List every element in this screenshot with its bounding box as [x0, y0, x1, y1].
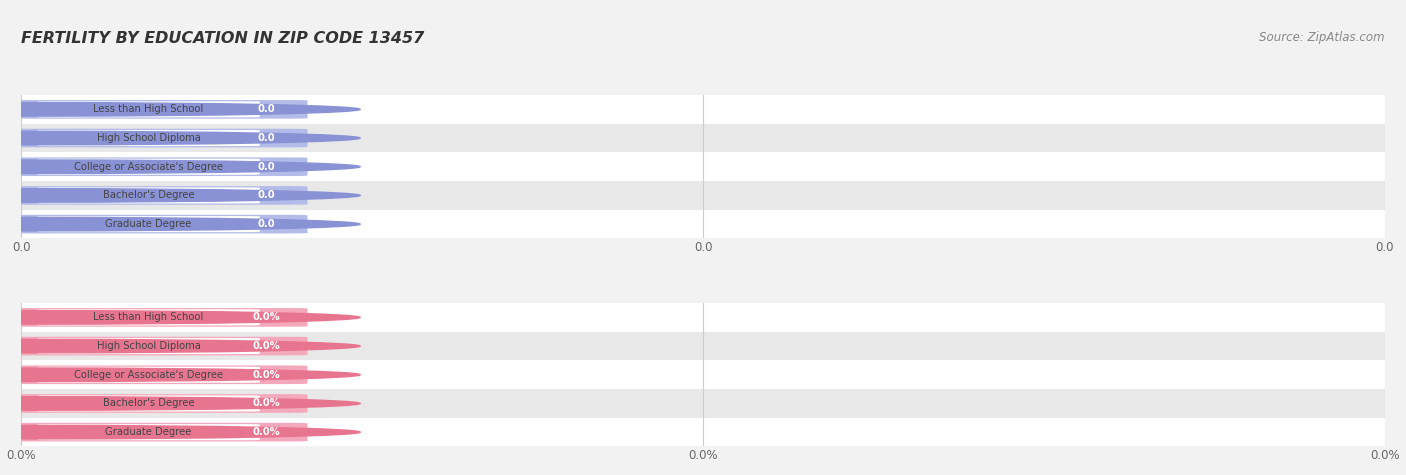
- Circle shape: [0, 189, 360, 202]
- Text: Bachelor's Degree: Bachelor's Degree: [103, 190, 194, 200]
- Bar: [21, 332, 1385, 361]
- Circle shape: [0, 397, 360, 410]
- FancyBboxPatch shape: [38, 159, 260, 175]
- Bar: [21, 361, 1385, 389]
- Text: High School Diploma: High School Diploma: [97, 133, 201, 143]
- Text: 0.0%: 0.0%: [253, 427, 280, 437]
- Bar: [21, 181, 1385, 210]
- Text: 0.0%: 0.0%: [253, 370, 280, 380]
- Text: Less than High School: Less than High School: [93, 104, 204, 114]
- Text: 0.0: 0.0: [257, 133, 276, 143]
- FancyBboxPatch shape: [38, 216, 260, 232]
- Text: Source: ZipAtlas.com: Source: ZipAtlas.com: [1260, 31, 1385, 44]
- FancyBboxPatch shape: [4, 157, 308, 176]
- Text: Graduate Degree: Graduate Degree: [105, 427, 191, 437]
- Bar: [21, 210, 1385, 238]
- FancyBboxPatch shape: [4, 308, 308, 327]
- Circle shape: [0, 368, 360, 381]
- Text: High School Diploma: High School Diploma: [97, 341, 201, 351]
- FancyBboxPatch shape: [38, 367, 260, 383]
- Text: 0.0%: 0.0%: [253, 313, 280, 323]
- Circle shape: [0, 339, 360, 353]
- Text: 0.0: 0.0: [257, 190, 276, 200]
- FancyBboxPatch shape: [38, 424, 260, 440]
- Text: Graduate Degree: Graduate Degree: [105, 219, 191, 229]
- FancyBboxPatch shape: [4, 365, 308, 384]
- Text: Bachelor's Degree: Bachelor's Degree: [103, 399, 194, 408]
- Circle shape: [0, 131, 360, 145]
- FancyBboxPatch shape: [4, 394, 308, 413]
- FancyBboxPatch shape: [38, 395, 260, 411]
- Text: College or Associate's Degree: College or Associate's Degree: [75, 370, 224, 380]
- FancyBboxPatch shape: [38, 130, 260, 146]
- FancyBboxPatch shape: [4, 337, 308, 355]
- FancyBboxPatch shape: [4, 100, 308, 119]
- Bar: [21, 95, 1385, 124]
- Circle shape: [0, 426, 360, 439]
- FancyBboxPatch shape: [4, 186, 308, 205]
- Text: 0.0%: 0.0%: [253, 341, 280, 351]
- Text: 0.0: 0.0: [257, 104, 276, 114]
- Bar: [21, 418, 1385, 446]
- Circle shape: [0, 160, 360, 173]
- FancyBboxPatch shape: [38, 101, 260, 117]
- Text: College or Associate's Degree: College or Associate's Degree: [75, 162, 224, 172]
- Circle shape: [0, 218, 360, 231]
- Bar: [21, 389, 1385, 418]
- Bar: [21, 152, 1385, 181]
- Text: 0.0: 0.0: [257, 162, 276, 172]
- FancyBboxPatch shape: [4, 129, 308, 147]
- Circle shape: [0, 311, 360, 324]
- Bar: [21, 303, 1385, 332]
- FancyBboxPatch shape: [38, 188, 260, 203]
- Bar: [21, 124, 1385, 152]
- FancyBboxPatch shape: [38, 338, 260, 354]
- Circle shape: [0, 103, 360, 116]
- Text: 0.0%: 0.0%: [253, 399, 280, 408]
- FancyBboxPatch shape: [4, 215, 308, 233]
- FancyBboxPatch shape: [38, 309, 260, 325]
- Text: 0.0: 0.0: [257, 219, 276, 229]
- Text: Less than High School: Less than High School: [93, 313, 204, 323]
- FancyBboxPatch shape: [4, 423, 308, 441]
- Text: FERTILITY BY EDUCATION IN ZIP CODE 13457: FERTILITY BY EDUCATION IN ZIP CODE 13457: [21, 31, 425, 46]
